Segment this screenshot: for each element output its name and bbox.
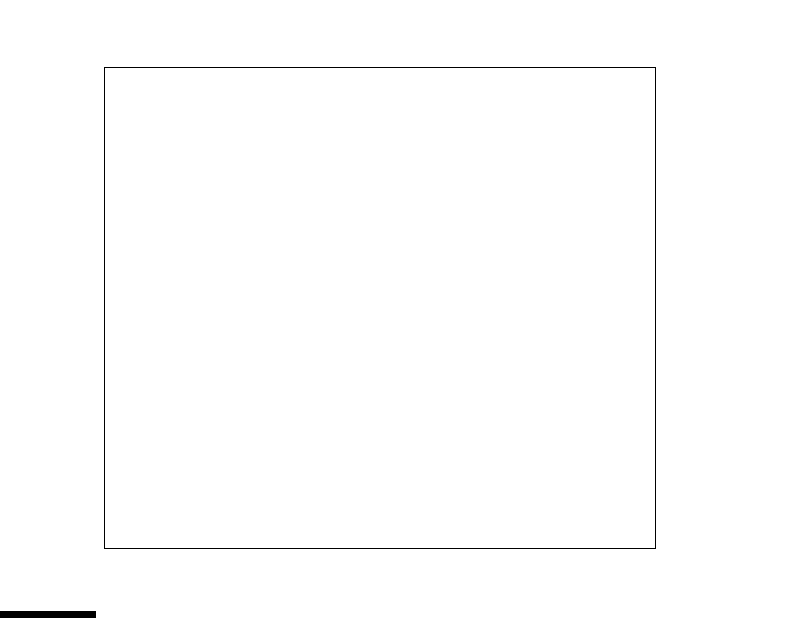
footer-black-bar [0, 611, 96, 618]
map-frame [104, 67, 656, 549]
map-svg [105, 68, 655, 548]
